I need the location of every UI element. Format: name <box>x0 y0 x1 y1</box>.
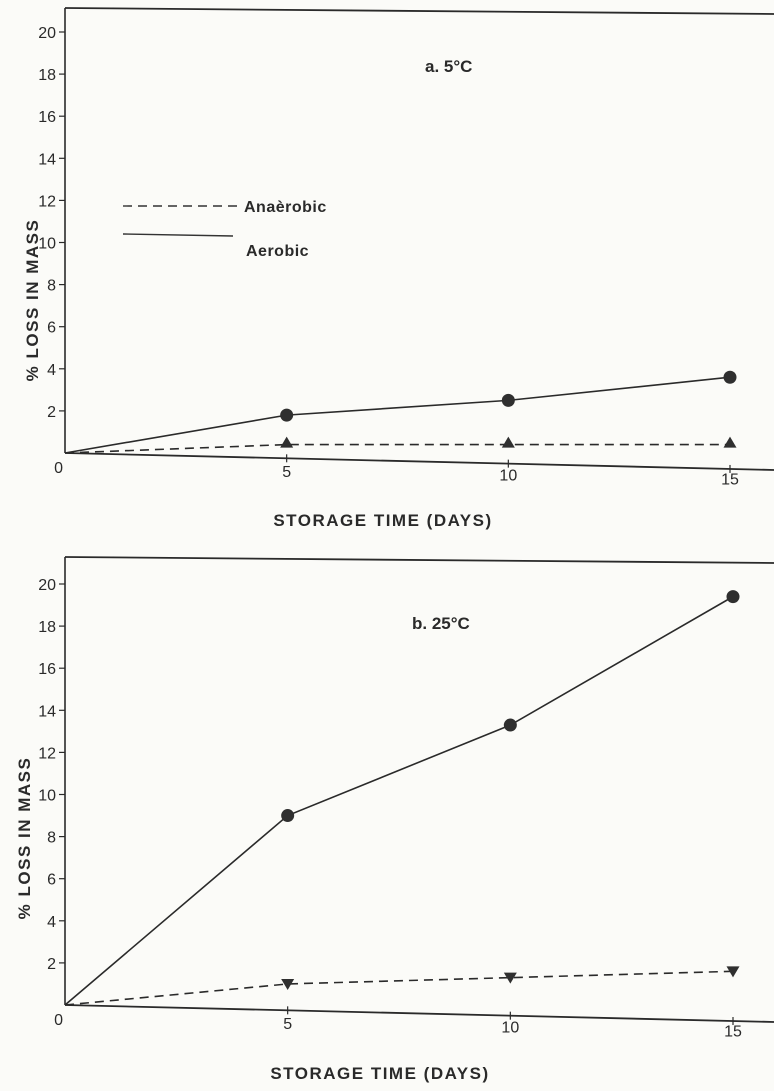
panel-b-anarobic-point <box>726 966 740 978</box>
panel-b-y-tick-label: 16 <box>38 661 56 678</box>
panel-a-x-tick-label: 0 <box>54 460 63 477</box>
legend-anaerobic-label: Anaèrobic <box>244 199 327 216</box>
panel-a-plot-area: 2 4 6 8 10 12 14 16 18 20 0 5 10 15 <box>38 7 774 488</box>
panel-a-top-border <box>64 7 774 15</box>
panel-a-anarobic-point <box>280 436 294 448</box>
legend-aerobic-label: Aerobic <box>246 243 309 260</box>
panel-a-anarobic-point <box>723 436 737 448</box>
panel-b-anarobic-line <box>64 970 734 1006</box>
panel-a-anarobic-point <box>501 436 515 448</box>
panel-b-y-tick-label: 6 <box>47 872 56 889</box>
panel-a-aerobic-point <box>280 408 294 422</box>
panel-a-y-tick-label: 6 <box>47 320 56 337</box>
panel-b-y-tick-label: 12 <box>38 745 56 762</box>
panel-a-y-tick-label: 16 <box>38 109 56 126</box>
panel-b-y-tick-label: 20 <box>38 577 56 594</box>
panel-a-x-tick-label: 10 <box>499 468 517 485</box>
panel-a-y-tick-label: 10 <box>38 236 56 253</box>
panel-a-y-tick-label: 2 <box>47 404 56 421</box>
panel-b-y-tick-label: 2 <box>47 956 56 973</box>
panel-a-x-axis <box>64 452 774 471</box>
panel-b-chart: 2 4 6 8 10 12 14 16 18 20 0 5 10 15 b. 25°C STORAGE T… <box>15 556 774 1083</box>
panel-b-x-tick-label: 5 <box>283 1016 292 1033</box>
panel-a-y-tick-label: 4 <box>47 362 56 379</box>
panel-b-y-tick-label: 8 <box>47 830 56 847</box>
panel-b-aerobic-point <box>726 590 740 604</box>
panel-b-y-tick-label: 4 <box>47 914 56 931</box>
panel-b-title: b. 25°C <box>412 614 470 633</box>
panel-b-aerobic-point <box>503 718 517 732</box>
panel-b-plot-area: 2 4 6 8 10 12 14 16 18 20 0 5 10 15 <box>38 556 774 1040</box>
panel-a-y-axis-title: % LOSS IN MASS <box>23 219 42 382</box>
panel-a-title: a. 5°C <box>425 57 472 76</box>
panel-b-y-tick-label: 10 <box>38 788 56 805</box>
panel-b-x-tick-label: 10 <box>501 1020 519 1037</box>
panel-a-y-tick-label: 18 <box>38 67 56 84</box>
panel-b-y-axis-title: % LOSS IN MASS <box>15 757 34 920</box>
panel-b-top-border <box>64 556 774 564</box>
panel-b-aerobic-point <box>281 809 295 823</box>
legend-aerobic-swatch <box>122 233 234 237</box>
panel-b-x-axis <box>64 1004 774 1023</box>
panel-a-anarobic-line <box>64 443 730 454</box>
panel-b-anarobic-point <box>281 978 295 990</box>
panel-a-y-tick-label: 14 <box>38 151 56 168</box>
panel-b-anarobic-point <box>503 972 517 984</box>
panel-b-x-tick-label: 15 <box>724 1023 742 1040</box>
panel-a-aerobic-point <box>501 393 515 407</box>
panel-a-chart: 2 4 6 8 10 12 14 16 18 20 0 5 10 15 a. 5°C STORAGE TI… <box>23 7 774 530</box>
panel-a-aerobic-point <box>723 370 737 384</box>
panel-a-x-axis-title: STORAGE TIME (DAYS) <box>273 511 492 530</box>
panel-b-aerobic-line <box>64 595 734 1006</box>
panel-b-x-tick-label: 0 <box>54 1012 63 1029</box>
panel-a-x-tick-label: 15 <box>721 471 739 488</box>
panel-b-y-tick-label: 14 <box>38 703 56 720</box>
panel-a-y-tick-label: 8 <box>47 278 56 295</box>
panel-b-y-tick-label: 18 <box>38 619 56 636</box>
panel-a-x-tick-label: 5 <box>282 464 291 481</box>
panel-b-x-axis-title: STORAGE TIME (DAYS) <box>270 1064 489 1083</box>
panel-a-y-tick-label: 12 <box>38 193 56 210</box>
panel-a-aerobic-line <box>64 376 731 454</box>
legend: Anaèrobic Aerobic <box>122 199 327 260</box>
panel-a-y-tick-label: 20 <box>38 25 56 42</box>
